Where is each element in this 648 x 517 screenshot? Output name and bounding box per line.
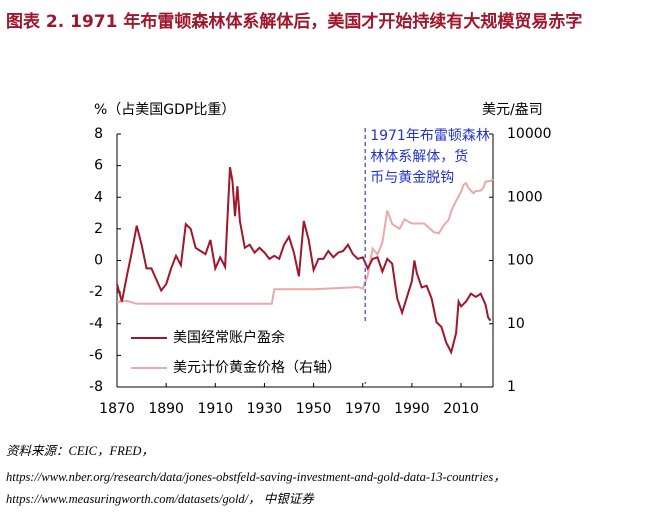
- source: 资料来源：CEIC，FRED，: [6, 444, 154, 458]
- y-tick-label: 8: [94, 126, 103, 142]
- y2-axis-label: 美元/盎司: [482, 102, 543, 118]
- legend-label: 美元计价黄金价格（右轴）: [173, 359, 341, 376]
- y2-tick-label: 10: [507, 316, 525, 332]
- y-tick-label: 4: [94, 189, 103, 205]
- x-tick-label: 2010: [443, 401, 479, 417]
- y2-tick-label: 100: [507, 253, 534, 269]
- x-tick-label: 1990: [394, 401, 430, 417]
- series-line: [116, 178, 494, 305]
- y-tick-label: -2: [89, 284, 103, 300]
- annotation-text: 林体系解体，货: [370, 148, 468, 165]
- y-axis-label: %（占美国GDP比重）: [94, 102, 235, 118]
- legend-label: 美国经常账户盈余: [173, 329, 285, 346]
- y2-tick-label: 1000: [507, 189, 543, 205]
- x-tick-label: 1930: [247, 401, 283, 417]
- annotation-text: 币与黄金脱钩: [370, 169, 454, 186]
- y-tick-label: 2: [94, 221, 103, 237]
- y2-tick-label: 10000: [507, 126, 552, 142]
- y-tick-label: 6: [94, 158, 103, 174]
- x-tick-label: 1910: [197, 401, 233, 417]
- x-tick-label: 1890: [148, 401, 184, 417]
- y-tick-label: -6: [89, 347, 103, 363]
- annotation-text: 1971年布雷顿森林: [370, 128, 490, 144]
- legend-box: [123, 324, 366, 382]
- x-tick-label: 1970: [345, 401, 381, 417]
- y-tick-label: 0: [94, 253, 103, 269]
- series-line: [116, 167, 492, 355]
- source: https://www.nber.org/research/data/jones…: [6, 470, 506, 484]
- y2-tick-label: 1: [507, 379, 516, 395]
- source: https://www.measuringworth.com/datasets/…: [6, 492, 315, 506]
- x-tick-label: 1870: [99, 401, 135, 417]
- y-tick-label: -8: [89, 379, 103, 395]
- chart-title: 图表 2. 1971 年布雷顿森林体系解体后，美国才开始持续有大规模贸易赤字: [6, 11, 582, 32]
- x-tick-label: 1950: [296, 401, 332, 417]
- y-tick-label: -4: [89, 316, 103, 332]
